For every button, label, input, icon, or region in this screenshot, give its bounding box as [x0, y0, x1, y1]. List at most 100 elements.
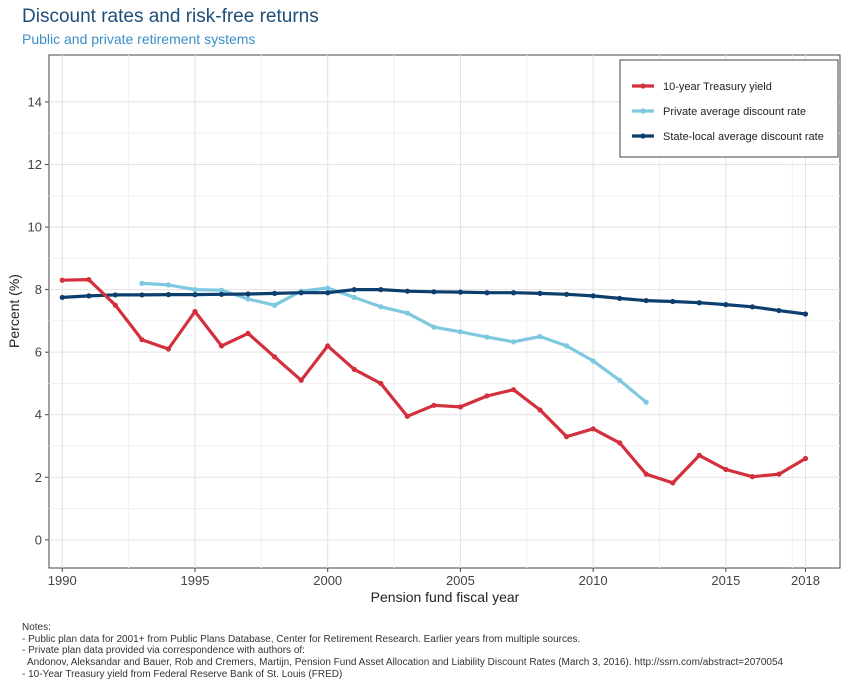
data-point — [351, 366, 357, 372]
y-axis-title: Percent (%) — [6, 274, 22, 348]
data-point — [457, 404, 464, 410]
notes-line: Notes: — [22, 622, 51, 633]
data-point — [218, 287, 225, 293]
y-tick-label: 4 — [35, 407, 42, 422]
data-point — [564, 434, 570, 440]
legend-label: Private average discount rate — [663, 106, 806, 118]
data-point — [378, 304, 384, 310]
data-point — [643, 399, 649, 405]
data-point — [378, 380, 384, 387]
data-point — [245, 330, 251, 336]
data-point — [298, 377, 304, 383]
data-point — [431, 402, 437, 408]
data-point — [351, 294, 357, 301]
data-point — [510, 339, 517, 345]
series-line — [62, 278, 807, 485]
x-tick-label: 2015 — [711, 573, 740, 588]
data-point — [59, 294, 65, 301]
x-tick-label: 2010 — [579, 573, 608, 588]
data-point — [404, 310, 410, 316]
y-tick-label: 2 — [35, 470, 42, 485]
data-point — [643, 471, 649, 477]
y-tick-label: 12 — [28, 157, 42, 172]
data-point — [617, 295, 623, 301]
data-point — [192, 287, 198, 293]
data-point — [245, 291, 251, 297]
data-point — [165, 346, 172, 352]
data-point — [484, 334, 490, 340]
notes-line: Andonov, Aleksandar and Bauer, Rob and C… — [22, 657, 784, 669]
legend-swatch-dot — [640, 108, 646, 114]
chart-title: Discount rates and risk-free returns — [22, 6, 319, 27]
data-point — [723, 466, 729, 473]
x-tick-label: 2000 — [313, 573, 342, 588]
series-line — [141, 281, 648, 404]
data-point — [802, 311, 809, 317]
chart-subtitle: Public and private retirement systems — [22, 31, 256, 47]
y-tick-label: 8 — [35, 282, 42, 297]
notes-line: - Public plan data for 2001+ from Public… — [22, 633, 581, 645]
legend-swatch-dot — [640, 133, 646, 139]
data-point — [564, 291, 570, 297]
data-point — [670, 480, 676, 486]
data-point — [776, 307, 782, 314]
x-tick-label: 2018 — [791, 573, 820, 588]
data-point — [484, 290, 490, 296]
data-point — [590, 358, 596, 364]
data-point — [537, 333, 543, 340]
data-point — [484, 393, 490, 399]
notes-line: - 10-Year Treasury yield from Federal Re… — [22, 668, 343, 680]
data-point — [802, 455, 809, 462]
data-point — [696, 300, 702, 306]
data-point — [192, 308, 198, 315]
legend-box — [619, 59, 839, 158]
x-tick-label: 1990 — [48, 573, 77, 588]
data-point — [537, 290, 543, 296]
data-point — [218, 291, 225, 297]
data-point — [272, 290, 278, 296]
data-point — [325, 290, 331, 296]
data-point — [59, 277, 65, 283]
data-point — [351, 287, 357, 293]
data-point — [431, 289, 437, 295]
x-tick-label: 2005 — [446, 573, 475, 588]
data-point — [617, 440, 623, 446]
data-point — [723, 302, 729, 308]
data-point — [696, 452, 702, 458]
data-point — [192, 292, 198, 298]
data-point — [165, 282, 172, 288]
legend-label: 10-year Treasury yield — [663, 81, 772, 93]
y-tick-label: 14 — [28, 94, 42, 109]
data-point — [139, 337, 145, 343]
data-point — [510, 387, 517, 393]
data-point — [564, 343, 570, 349]
data-point — [590, 293, 596, 299]
data-point — [112, 292, 118, 298]
data-point — [431, 324, 437, 330]
x-tick-label: 1995 — [181, 573, 210, 588]
data-point — [165, 292, 172, 298]
y-tick-label: 0 — [35, 532, 42, 547]
data-point — [617, 377, 623, 383]
data-point — [272, 354, 278, 360]
data-point — [298, 290, 304, 296]
data-point — [139, 280, 145, 286]
x-axis-title: Pension fund fiscal year — [371, 589, 520, 605]
data-point — [404, 413, 410, 419]
y-tick-label: 6 — [35, 345, 42, 360]
data-point — [86, 276, 92, 283]
data-point — [325, 285, 331, 291]
data-point — [86, 293, 92, 299]
data-point — [749, 474, 756, 480]
data-point — [776, 471, 782, 477]
data-point — [378, 287, 384, 293]
notes-block: Notes: - Public plan data for 2001+ from … — [22, 622, 783, 681]
data-point — [245, 296, 251, 302]
legend-label: State-local average discount rate — [663, 131, 824, 143]
data-point — [537, 407, 543, 413]
notes-line: - Private plan data provided via corresp… — [22, 645, 305, 657]
data-point — [404, 288, 410, 294]
data-point — [218, 343, 225, 349]
data-point — [272, 302, 278, 308]
